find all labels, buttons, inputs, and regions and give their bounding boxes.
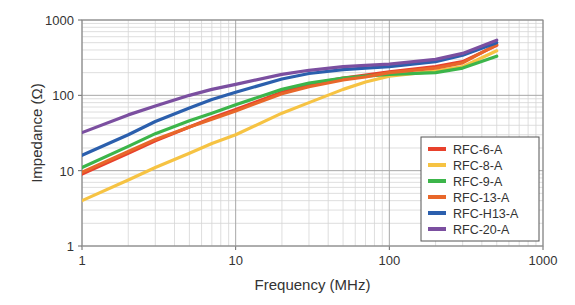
minor-grid-line (308, 20, 309, 246)
legend-swatch (428, 163, 446, 167)
legend-box (421, 137, 539, 241)
minor-grid-line (82, 98, 543, 99)
minor-grid-line (82, 31, 543, 32)
legend: RFC-6-A RFC-8-A RFC-9-A RFC-13-A RFC-H13-A RF… (421, 137, 539, 241)
legend-label: RFC-H13-A (453, 207, 519, 221)
minor-grid-line (201, 20, 202, 246)
minor-grid-line (355, 20, 356, 246)
grid-line (82, 95, 543, 96)
tick (78, 95, 82, 96)
plot-frame (82, 20, 543, 246)
minor-grid-line (382, 20, 383, 246)
tick-label: 1 (78, 253, 85, 268)
tick (235, 246, 236, 250)
tick-label: 10 (228, 253, 242, 268)
tick (543, 246, 544, 250)
tick-label: 1000 (529, 253, 558, 268)
minor-grid-line (82, 42, 543, 43)
minor-grid-line (281, 20, 282, 246)
minor-grid-line (228, 20, 229, 246)
chart: 1 10 100 1000 1 10 100 1000 Frequency (MHz) Imped… (0, 0, 575, 305)
legend-swatch (428, 179, 446, 183)
tick (389, 246, 390, 250)
legend-label: RFC-13-A (453, 191, 510, 205)
minor-grid-line (82, 27, 543, 28)
tick-label: 10 (60, 164, 74, 179)
legend-label: RFC-9-A (453, 175, 503, 189)
series-line (82, 40, 497, 132)
legend-swatch (428, 211, 446, 215)
minor-grid (82, 20, 543, 246)
tick (78, 170, 82, 171)
tick-label: 1000 (45, 13, 74, 28)
tick (78, 20, 82, 21)
x-axis-label: Frequency (MHz) (255, 276, 371, 293)
minor-grid-line (82, 23, 543, 24)
minor-grid-line (343, 20, 344, 246)
minor-grid-line (374, 20, 375, 246)
minor-grid-line (220, 20, 221, 246)
tick (82, 246, 83, 250)
axes: 1 10 100 1000 1 10 100 1000 (45, 13, 557, 268)
tick-label: 100 (378, 253, 400, 268)
minor-grid-line (82, 118, 543, 119)
legend-swatch (428, 147, 446, 151)
tick (78, 246, 82, 247)
legend-swatch (428, 227, 446, 231)
tick-label: 1 (67, 239, 74, 254)
tick-label: 100 (52, 88, 74, 103)
grid-line (389, 20, 390, 246)
legend-label: RFC-6-A (453, 143, 503, 157)
y-axis-label: Impedance (Ω) (28, 83, 45, 183)
minor-grid-line (189, 20, 190, 246)
legend-label: RFC-8-A (453, 159, 503, 173)
minor-grid-line (211, 20, 212, 246)
minor-grid-line (365, 20, 366, 246)
minor-grid-line (82, 112, 543, 113)
minor-grid-line (82, 36, 543, 37)
legend-label: RFC-20-A (453, 223, 510, 237)
minor-grid-line (328, 20, 329, 246)
legend-swatch (428, 195, 446, 199)
